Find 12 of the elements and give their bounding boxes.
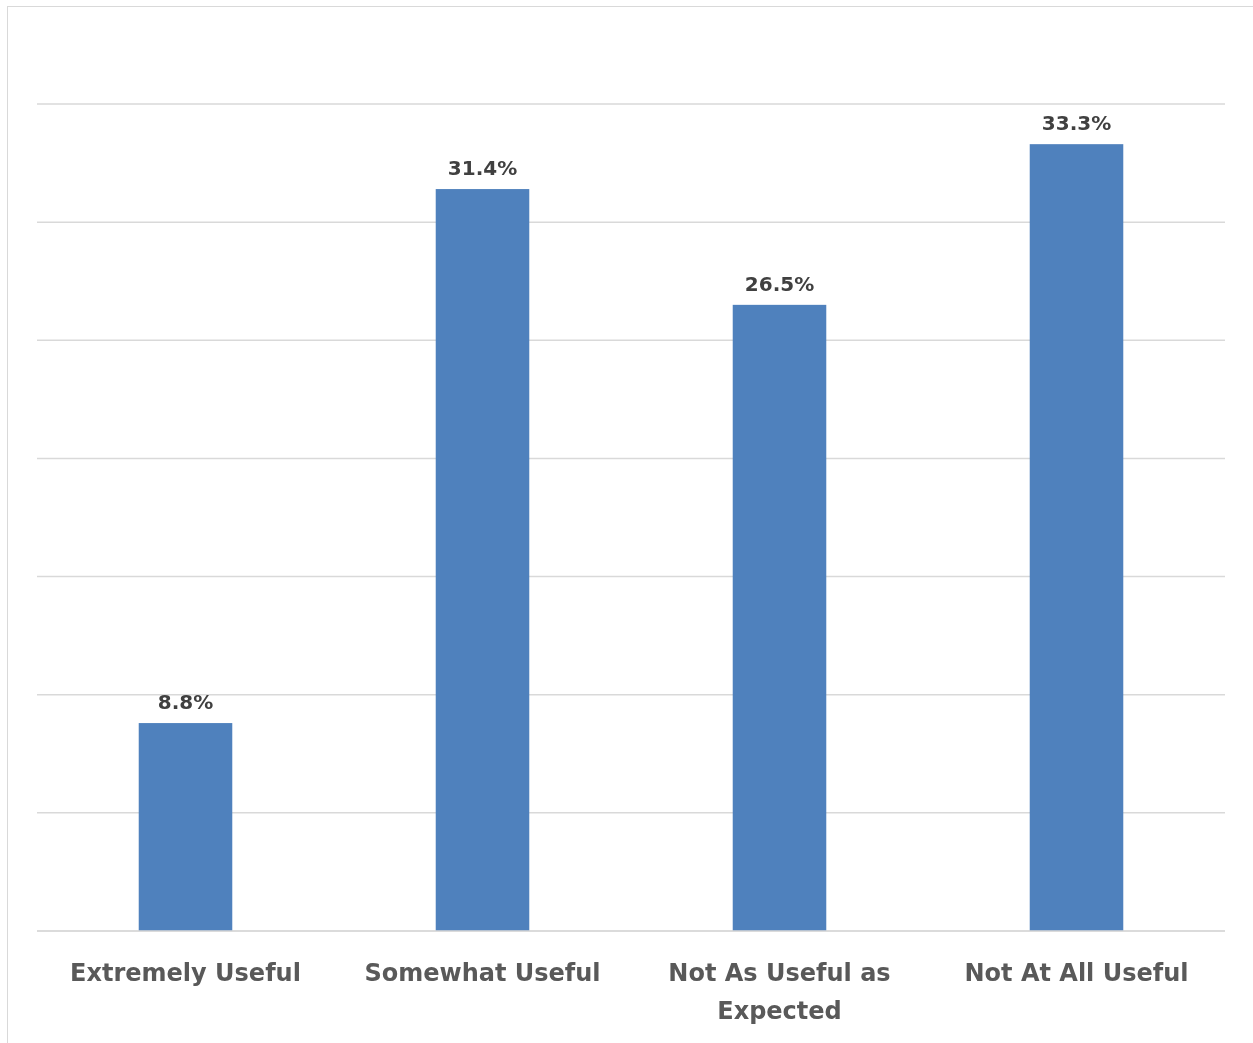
bar: [1029, 144, 1124, 931]
x-tick-label: Somewhat Useful: [364, 959, 601, 987]
data-label: 33.3%: [1041, 111, 1112, 136]
data-label: 8.8%: [157, 690, 214, 715]
bar: [732, 304, 827, 931]
bar: [435, 189, 530, 931]
x-tick-label: Extremely Useful: [70, 959, 301, 987]
x-tick-label: Not At All Useful: [964, 959, 1189, 987]
data-label: 31.4%: [447, 156, 518, 181]
x-tick-label: Not As Useful as Expected: [668, 959, 891, 1026]
data-label: 26.5%: [744, 271, 815, 296]
bar: [138, 723, 233, 931]
